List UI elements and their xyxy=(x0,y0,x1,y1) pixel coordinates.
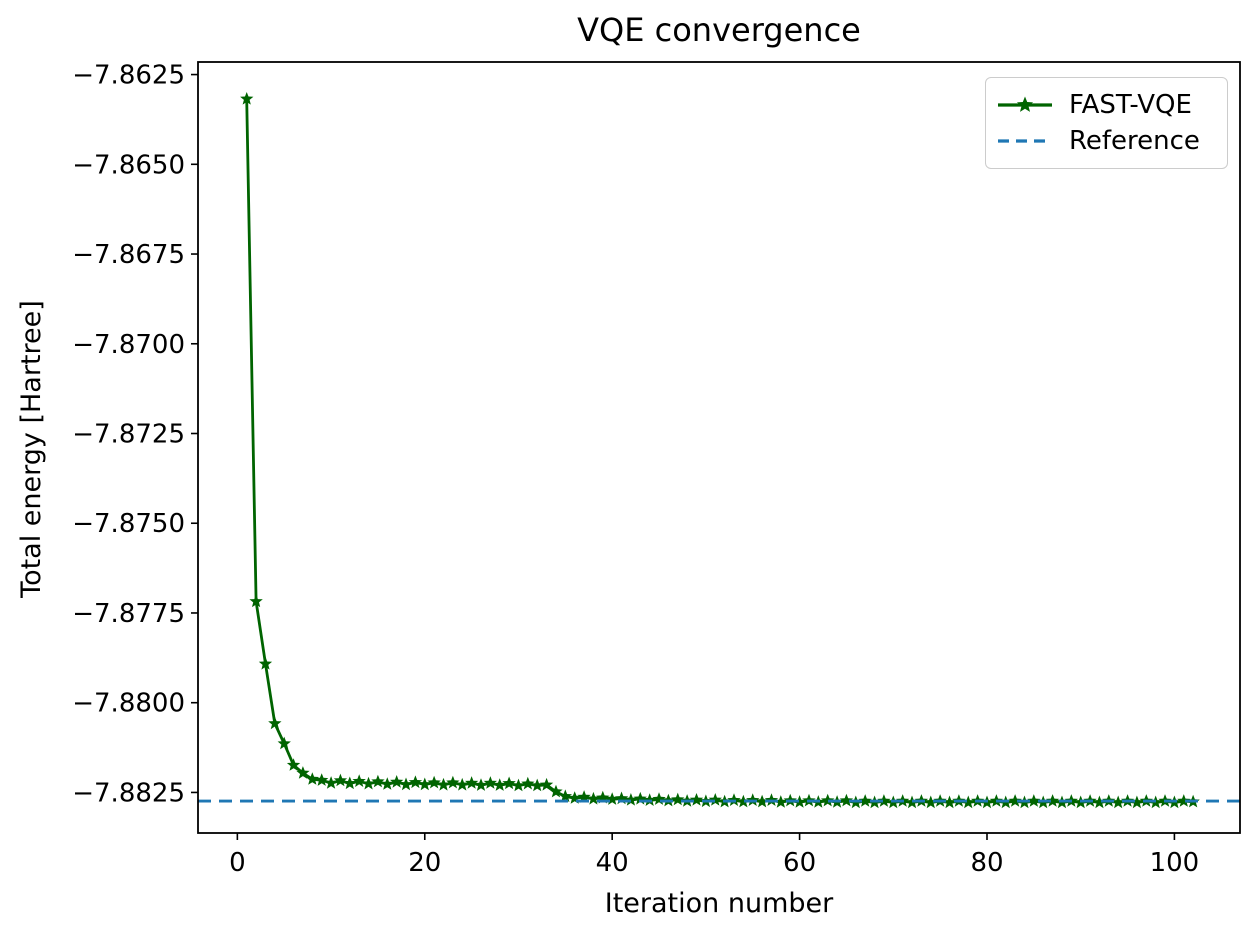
plot-border xyxy=(197,61,1241,834)
fast-vqe-markers xyxy=(240,92,1200,809)
svg-text:−7.8725: −7.8725 xyxy=(72,420,185,450)
svg-text:60: 60 xyxy=(783,848,816,878)
svg-text:−7.8650: −7.8650 xyxy=(72,150,185,180)
x-axis-ticks: 0 20 40 60 80 100 xyxy=(229,833,1199,878)
svg-text:20: 20 xyxy=(408,848,441,878)
svg-text:−7.8625: −7.8625 xyxy=(72,61,185,91)
star-marker-icon xyxy=(1016,96,1034,112)
svg-text:−7.8750: −7.8750 xyxy=(72,509,185,539)
svg-text:80: 80 xyxy=(970,848,1003,878)
x-axis-label: Iteration number xyxy=(604,888,834,919)
legend: FAST-VQE Reference xyxy=(985,77,1228,169)
svg-text:0: 0 xyxy=(229,848,246,878)
svg-text:100: 100 xyxy=(1150,848,1200,878)
legend-item-fast-vqe: FAST-VQE xyxy=(996,91,1217,119)
svg-text:−7.8675: −7.8675 xyxy=(72,240,185,270)
legend-label-fast-vqe: FAST-VQE xyxy=(1069,89,1192,120)
y-axis-ticks: −7.8625 −7.8650 −7.8675 −7.8700 −7.8725 −7.87… xyxy=(72,61,198,808)
svg-text:−7.8825: −7.8825 xyxy=(72,778,185,808)
svg-text:−7.8700: −7.8700 xyxy=(72,330,185,360)
svg-text:−7.8800: −7.8800 xyxy=(72,689,185,719)
reference-dashed-line-sample-icon xyxy=(998,139,1052,143)
svg-text:40: 40 xyxy=(596,848,629,878)
svg-text:−7.8775: −7.8775 xyxy=(72,599,185,629)
fast-vqe-line-sample-icon xyxy=(998,96,1052,112)
legend-item-reference: Reference xyxy=(996,127,1217,155)
legend-label-reference: Reference xyxy=(1069,126,1200,157)
fast-vqe-line xyxy=(245,98,1194,804)
chart-title: VQE convergence xyxy=(577,11,861,49)
